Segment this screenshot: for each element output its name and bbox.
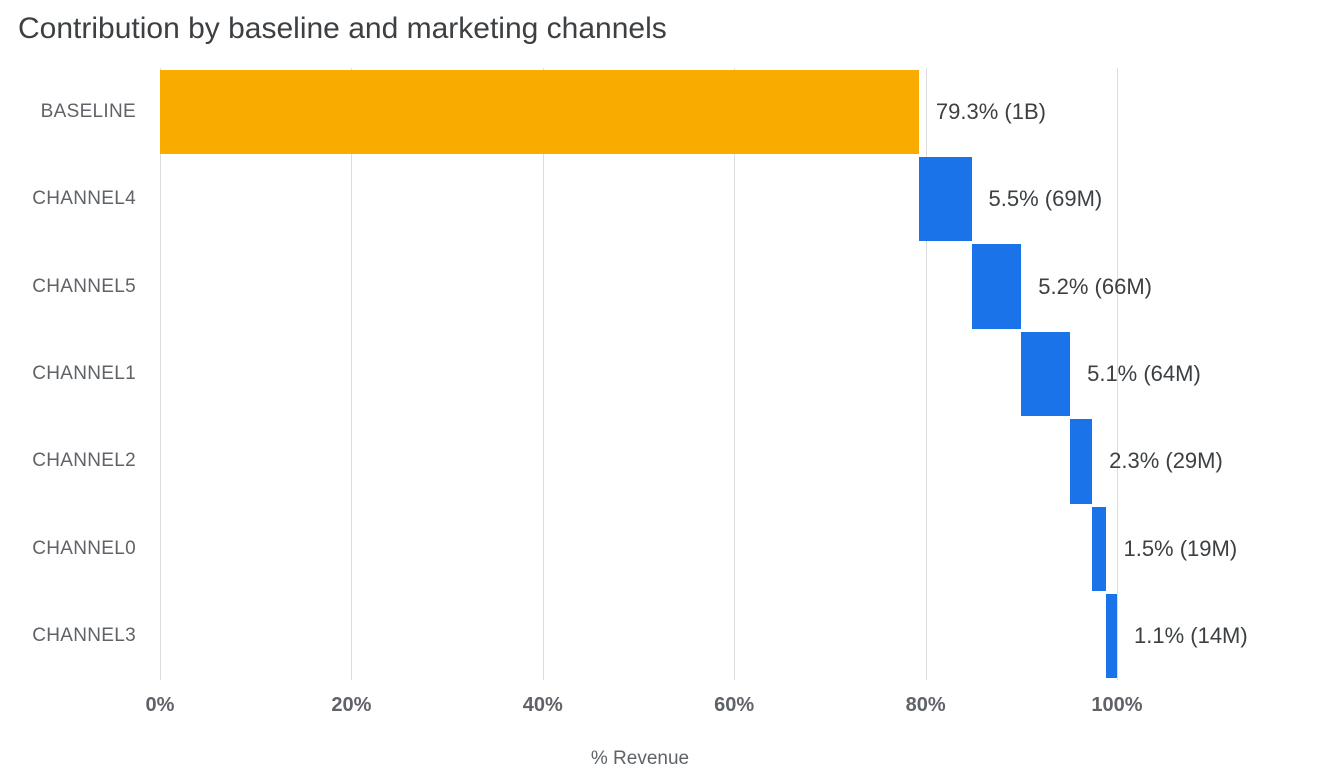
waterfall-bar-channel3: [1106, 594, 1117, 679]
waterfall-bar-channel2: [1070, 419, 1093, 504]
bar-value-label: 79.3% (1B): [935, 98, 1046, 124]
x-tick-label: 100%: [1091, 694, 1143, 716]
x-axis-title: % Revenue: [590, 748, 690, 769]
gridline: [160, 68, 161, 680]
x-axis: 0% 20% 40% 60% 80% 100%: [146, 694, 1320, 722]
bar-value-label: 5.2% (66M): [1038, 273, 1153, 299]
waterfall-bar-channel5: [971, 244, 1022, 329]
y-axis-category-labels: BASELINE CHANNEL4 CHANNEL5 CHANNEL1 CHANNEL2…: [0, 68, 146, 680]
chart-title: Contribution by baseline and marketing c…: [18, 12, 667, 45]
category-label-baseline: BASELINE: [40, 100, 136, 122]
waterfall-bar-channel0: [1092, 506, 1107, 592]
x-tick-label: 20%: [331, 694, 372, 716]
waterfall-bar-baseline: [160, 69, 919, 154]
waterfall-bar-channel1: [1021, 331, 1071, 417]
plot-area: 79.3% (1B) 5.5% (69M) 5.2% (66M) 5.1% (64M)…: [160, 68, 1320, 680]
bar-value-label: 1.5% (19M): [1123, 535, 1238, 561]
category-label-channel1: CHANNEL1: [32, 362, 136, 384]
bar-value-label: 1.1% (14M): [1134, 623, 1248, 649]
gridline: [925, 68, 927, 680]
waterfall-bar-channel4: [918, 156, 972, 242]
bar-value-label: 2.3% (29M): [1109, 448, 1223, 474]
category-label-channel3: CHANNEL3: [32, 625, 136, 647]
gridline: [542, 68, 544, 680]
gridline: [351, 68, 353, 680]
bar-value-label: 5.5% (69M): [988, 186, 1103, 212]
gridline: [1117, 68, 1118, 680]
x-tick-label: 60%: [714, 694, 755, 716]
x-tick-label: 80%: [905, 694, 946, 716]
category-label-channel4: CHANNEL4: [32, 188, 136, 210]
bar-value-label: 5.1% (64M): [1087, 360, 1201, 386]
x-tick-label: 0%: [145, 694, 175, 716]
x-tick-label: 40%: [522, 694, 563, 716]
category-label-channel0: CHANNEL0: [32, 537, 136, 559]
category-label-channel2: CHANNEL2: [32, 450, 136, 472]
gridline: [734, 68, 736, 680]
category-label-channel5: CHANNEL5: [32, 275, 136, 297]
